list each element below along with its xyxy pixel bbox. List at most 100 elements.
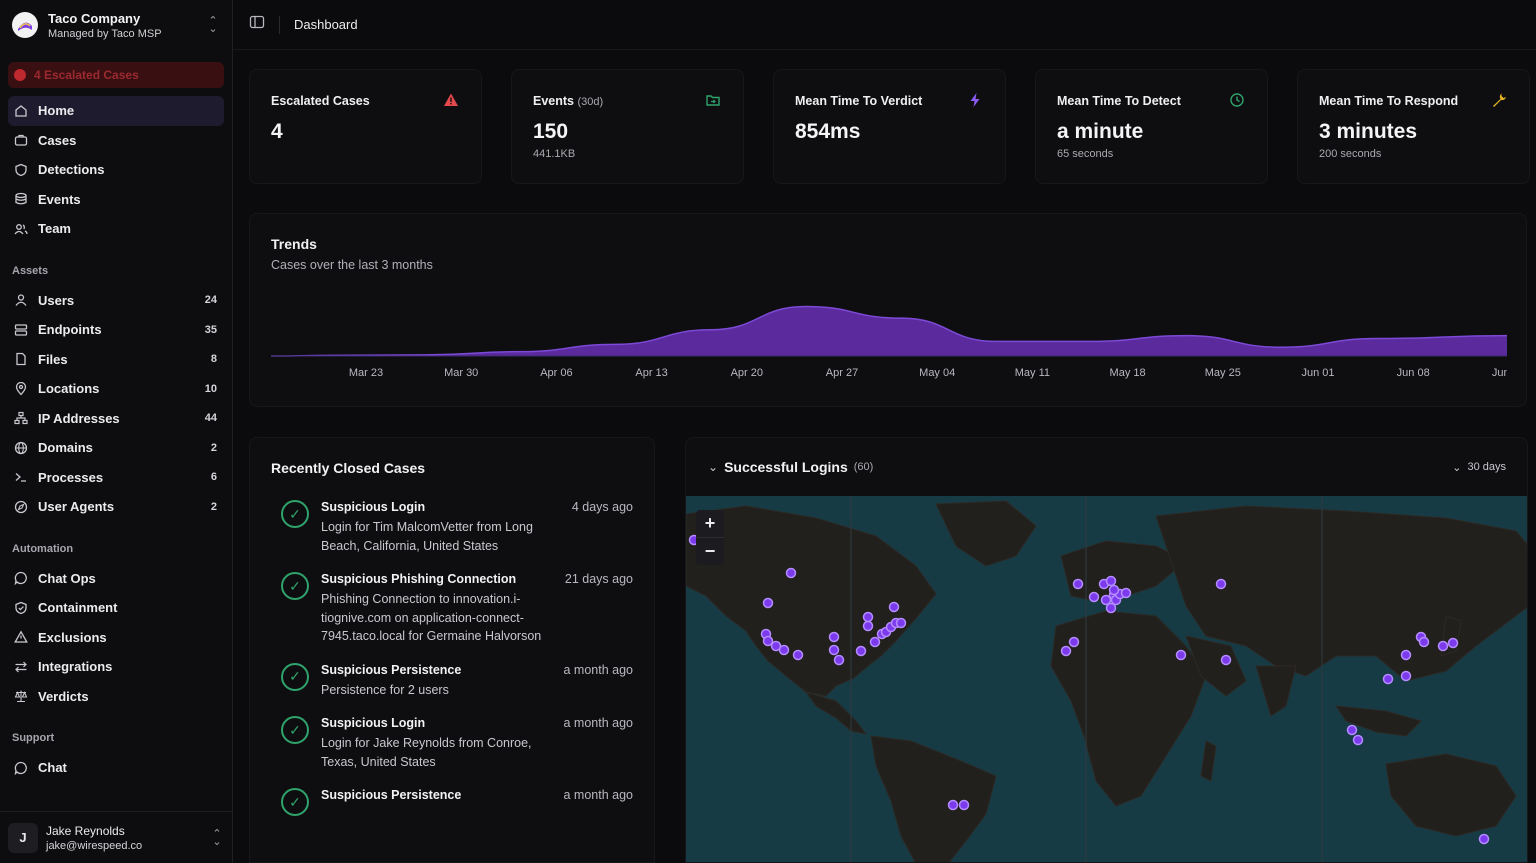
login-marker[interactable] [1478,833,1490,845]
world-map-svg [686,496,1527,862]
login-marker[interactable] [1175,649,1187,661]
login-marker[interactable] [770,640,782,652]
sidebar-item-ip-addresses[interactable]: IP Addresses 44 [8,404,224,434]
sidebar-item-count: 6 [210,471,217,484]
sidebar-item-chat[interactable]: Chat [8,753,224,783]
sidebar-item-home[interactable]: Home [8,96,224,126]
login-marker[interactable] [888,601,900,613]
stat-card: Mean Time To Respond 3 minutes 200 second… [1297,69,1530,184]
sidebar-item-verdicts[interactable]: Verdicts [8,682,224,712]
login-marker[interactable] [1120,587,1132,599]
sidebar-item-integrations[interactable]: Integrations [8,652,224,682]
sidebar-item-locations[interactable]: Locations 10 [8,374,224,404]
folder-sync-icon [705,92,721,108]
zoom-in-button[interactable]: + [704,513,716,533]
case-title: Suspicious Phishing Connection [321,572,517,586]
login-marker[interactable] [862,620,874,632]
sidebar-item-detections[interactable]: Detections [8,155,224,185]
support-nav: Chat [0,753,232,783]
login-marker[interactable] [1068,636,1080,648]
login-marker[interactable] [862,611,874,623]
x-tick-label: Apr 06 [540,367,572,379]
login-marker[interactable] [1418,636,1430,648]
avatar: J [8,822,38,853]
login-marker[interactable] [1400,670,1412,682]
sidebar-item-label: User Agents [38,499,115,515]
login-marker[interactable] [1382,673,1394,685]
case-title: Suspicious Login [321,500,426,514]
login-marker[interactable] [828,631,840,643]
sidebar-item-containment[interactable]: Containment [8,593,224,623]
sidebar-item-files[interactable]: Files 8 [8,345,224,375]
login-marker[interactable] [1060,645,1072,657]
login-marker[interactable] [1437,640,1449,652]
login-marker[interactable] [1088,591,1100,603]
divider [279,15,280,34]
sidebar-item-label: Processes [38,469,104,485]
login-marker[interactable] [792,649,804,661]
check-circle-icon: ✓ [281,572,309,600]
sidebar-item-cases[interactable]: Cases [8,126,224,156]
login-marker[interactable] [1215,578,1227,590]
login-marker[interactable] [762,597,774,609]
login-marker[interactable] [1105,575,1117,587]
user-email: jake@wirespeed.co [46,839,143,852]
x-tick-label: Apr 13 [635,367,667,379]
range-select[interactable]: ⌄ 30 days [1452,461,1506,474]
case-time: 21 days ago [564,572,633,586]
login-marker[interactable] [855,645,867,657]
x-tick-label: May 11 [1015,367,1050,379]
user-menu[interactable]: J Jake Reynolds jake@wirespeed.co ⌃ ⌄ [0,811,232,863]
login-marker[interactable] [958,799,970,811]
login-marker[interactable] [1220,654,1232,666]
org-subtitle: Managed by Taco MSP [48,27,162,40]
list-item[interactable]: ✓ Suspicious Persistence a month ago [271,788,633,816]
sidebar-item-domains[interactable]: Domains 2 [8,433,224,463]
stat-title-suffix: (30d) [577,96,604,108]
sidebar-item-users[interactable]: Users 24 [8,286,224,316]
sidebar-item-label: Verdicts [38,688,89,704]
sidebar-item-team[interactable]: Team [8,214,224,244]
zoom-out-button[interactable]: − [704,541,716,561]
x-tick-label: Apr 20 [731,367,763,379]
sidebar-item-chat-ops[interactable]: Chat Ops [8,564,224,594]
login-marker[interactable] [778,644,790,656]
list-item[interactable]: ✓ Suspicious Phishing Connection 21 days a… [271,572,633,646]
list-item[interactable]: ✓ Suspicious Login a month ago Login for Ja… [271,716,633,771]
login-marker[interactable] [1108,584,1120,596]
login-marker[interactable] [1072,578,1084,590]
sidebar-item-label: Chat Ops [38,570,96,586]
login-marker[interactable] [785,567,797,579]
sidebar-item-label: Team [38,221,71,237]
login-marker[interactable] [1100,594,1112,606]
list-item[interactable]: ✓ Suspicious Persistence a month ago Persis… [271,662,633,700]
escalated-cases-alert[interactable]: 4 Escalated Cases [8,62,224,88]
login-marker[interactable] [1400,649,1412,661]
chevron-down-icon[interactable]: ⌄ [708,460,719,474]
sidebar-item-user-agents[interactable]: User Agents 2 [8,492,224,522]
sidebar-item-label: Users [38,292,75,308]
login-marker[interactable] [1105,602,1117,614]
sidebar-item-events[interactable]: Events [8,185,224,215]
login-marker[interactable] [762,635,774,647]
sidebar-toggle-icon[interactable] [249,14,265,35]
org-switcher[interactable]: Taco Company Managed by Taco MSP ⌃ ⌄ [0,0,232,50]
sidebar-item-exclusions[interactable]: Exclusions [8,623,224,653]
login-marker[interactable] [1447,637,1459,649]
zoom-control: + − [696,510,724,565]
login-marker[interactable] [828,644,840,656]
login-marker[interactable] [895,617,907,629]
login-marker[interactable] [833,654,845,666]
chat-icon [13,760,29,776]
login-marker[interactable] [1352,734,1364,746]
stat-value: a minute [1057,120,1144,143]
world-map[interactable]: + − [686,496,1527,862]
login-marker[interactable] [947,799,959,811]
login-marker[interactable] [1346,724,1358,736]
sidebar-item-endpoints[interactable]: Endpoints 35 [8,315,224,345]
list-item[interactable]: ✓ Suspicious Login 4 days ago Login for Tim… [271,500,633,555]
sidebar-item-count: 35 [204,323,217,336]
topbar: Dashboard [233,0,1536,50]
login-marker[interactable] [869,636,881,648]
sidebar-item-processes[interactable]: Processes 6 [8,463,224,493]
